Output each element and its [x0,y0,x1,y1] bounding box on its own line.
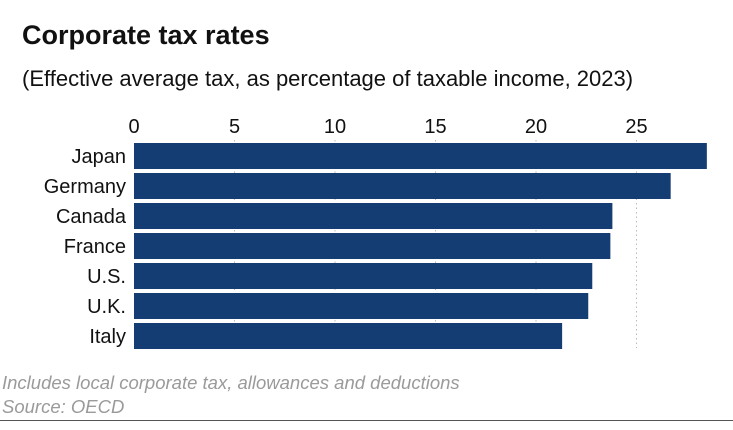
x-tick-label-20: 20 [525,116,547,138]
bottom-divider [0,420,733,421]
category-label-u-k: U.K. [87,296,126,318]
bar-japan [134,143,707,169]
category-label-france: France [64,236,126,258]
bar-chart: 0 5 10 15 20 25 Japan Germany Canada France U.S. U.… [44,116,707,349]
bar-italy [134,323,563,349]
category-label-u-s: U.S. [87,266,126,288]
chart-title: Corporate tax rates [22,20,270,50]
category-label-japan: Japan [72,146,127,168]
x-tick-label-25: 25 [625,116,647,138]
category-label-italy: Italy [89,326,126,348]
x-tick-label-10: 10 [324,116,346,138]
chart-note: Includes local corporate tax, allowances… [2,372,460,393]
x-tick-label-15: 15 [424,116,446,138]
x-tick-label-5: 5 [229,116,240,138]
bar-germany [134,173,671,199]
x-tick-label-0: 0 [128,116,139,138]
bar-canada [134,203,613,229]
chart-subtitle: (Effective average tax, as percentage of… [22,66,634,91]
bar-u-k [134,293,589,319]
bar-france [134,233,611,259]
category-label-germany: Germany [44,176,126,198]
chart-source: Source: OECD [2,396,125,417]
category-label-canada: Canada [56,206,127,228]
bar-u-s [134,263,593,289]
